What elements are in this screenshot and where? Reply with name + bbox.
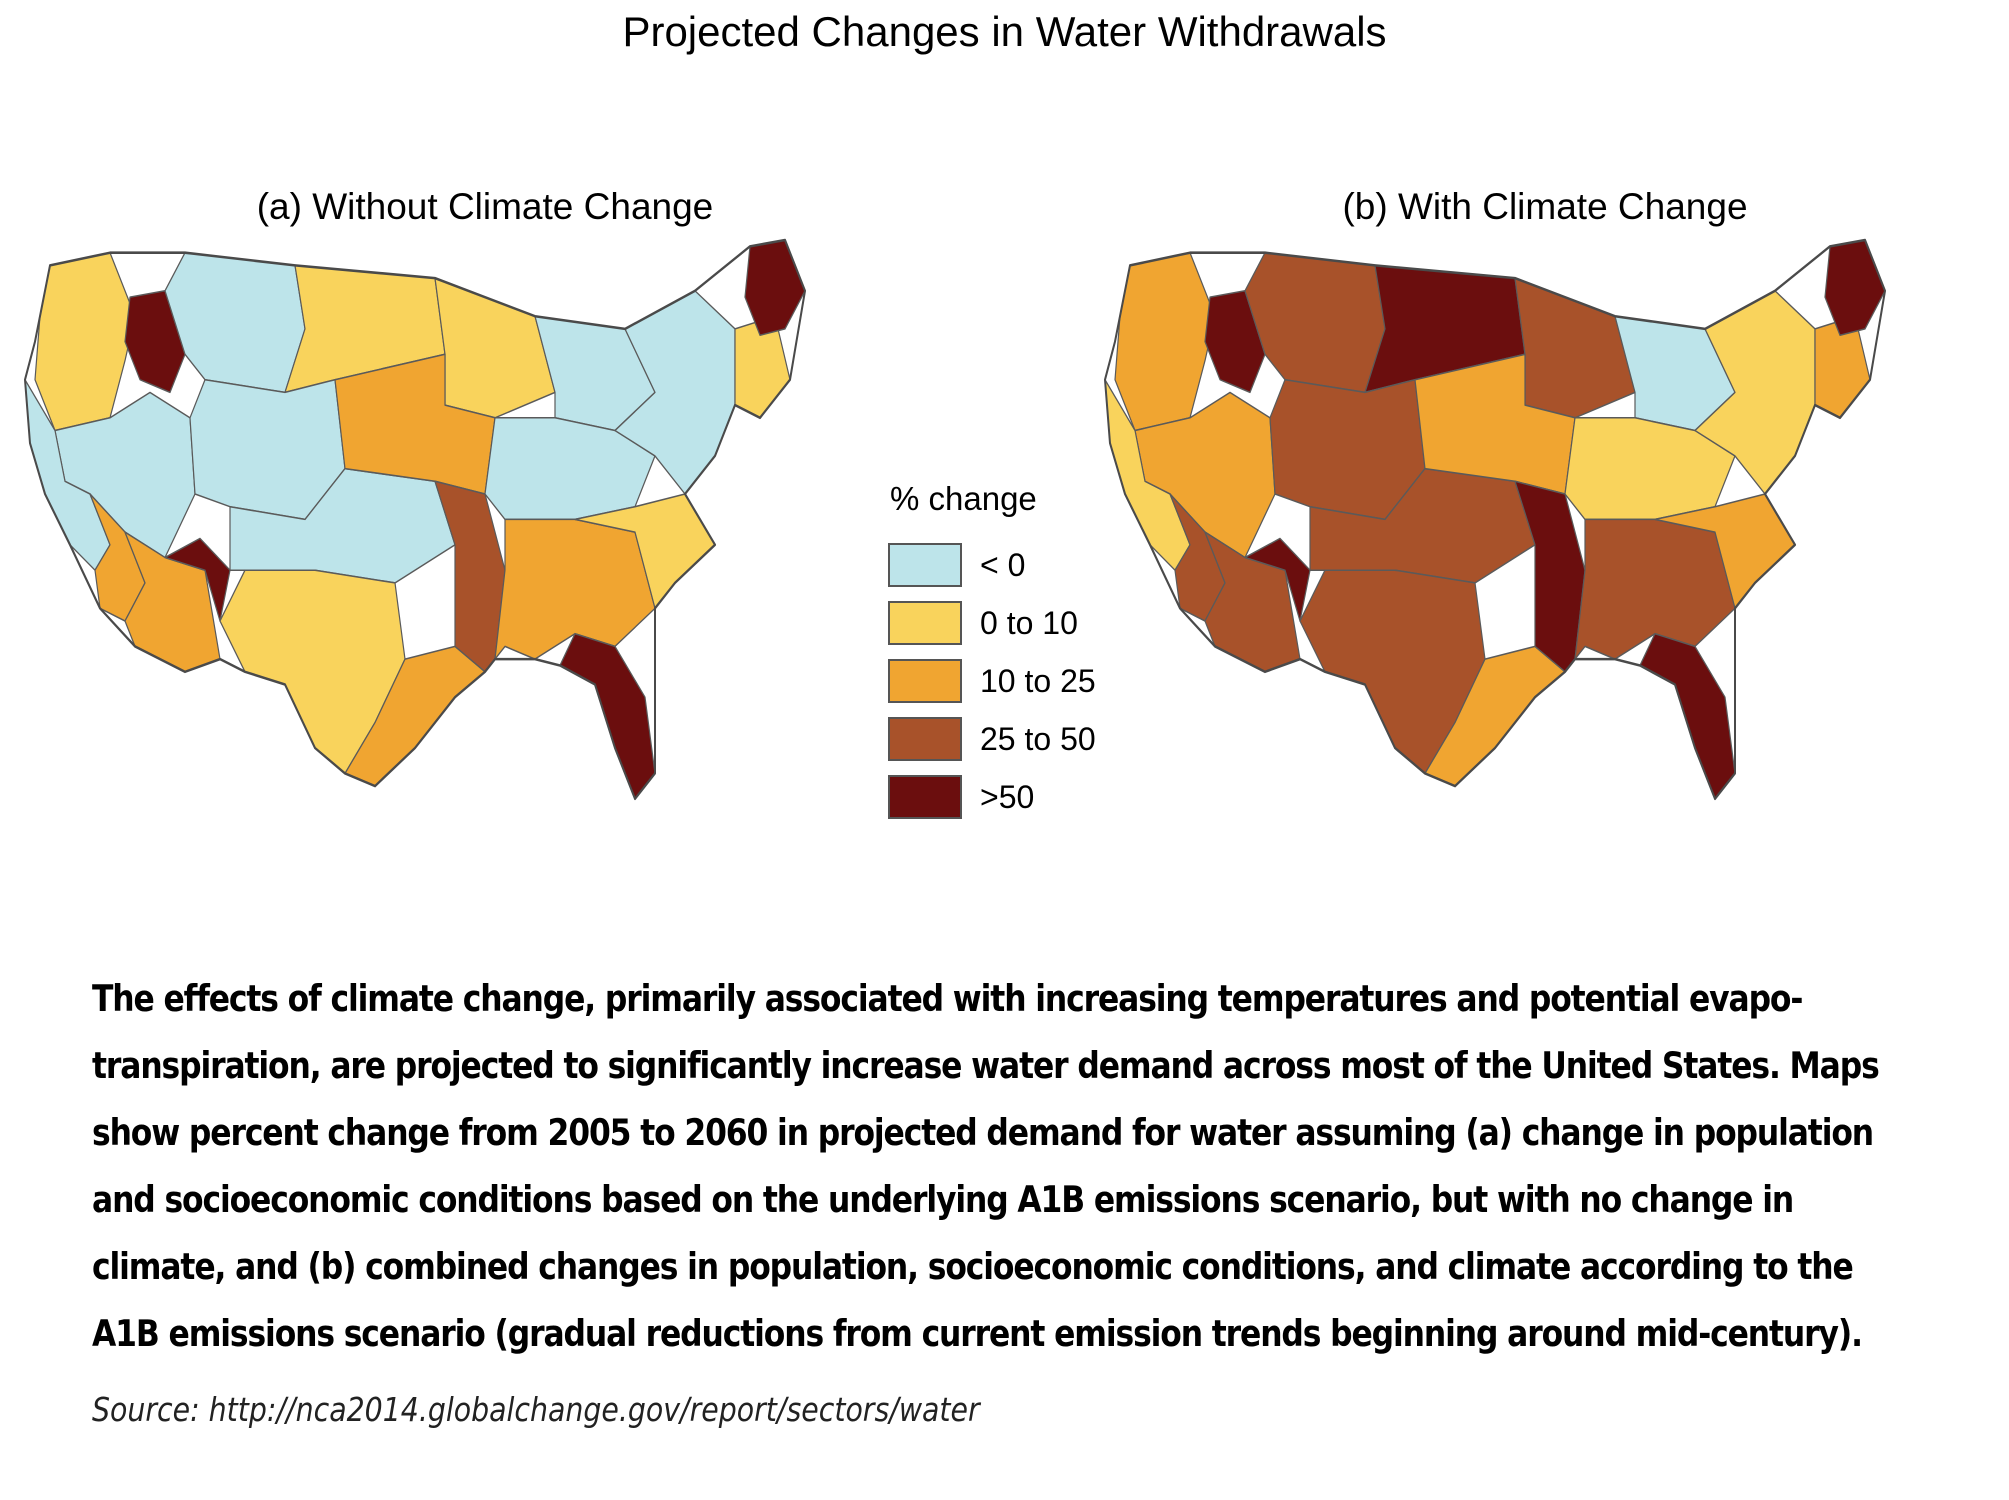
legend-label: 10 to 25 [980, 662, 1096, 699]
region-southern-plains [229, 467, 456, 584]
region-northwest [34, 251, 136, 432]
legend-item-lt0: < 0 [888, 536, 1096, 594]
legend-label: < 0 [980, 546, 1026, 583]
region-plains-north [1244, 251, 1386, 394]
us-outline [1104, 238, 1886, 801]
region-midwest-upper [434, 277, 556, 419]
legend: % change < 0 0 to 10 10 to 25 25 to 50 >… [888, 480, 1096, 826]
region-florida [1639, 632, 1736, 800]
legend-label: 25 to 50 [980, 720, 1096, 757]
region-northwest [1114, 251, 1216, 432]
map-with-climate-change [1104, 238, 1886, 801]
legend-title: % change [890, 480, 1037, 517]
region-lower-miss [434, 480, 506, 673]
caption: The effects of climate change, primarily… [92, 965, 1941, 1367]
legend-label: 0 to 10 [980, 604, 1078, 641]
region-plains-north [164, 251, 306, 394]
us-outline [24, 238, 806, 801]
caption-line: A1B emissions scenario (gradual reductio… [92, 1312, 1863, 1355]
region-southern-plains [1309, 467, 1536, 584]
caption-line: and socioeconomic conditions based on th… [92, 1178, 1794, 1221]
region-midwest-upper [1514, 277, 1636, 419]
region-florida [559, 632, 656, 800]
legend-item-0-10: 0 to 10 [888, 594, 1096, 652]
map-a-title: (a) Without Climate Change [256, 186, 714, 227]
map-without-climate-change [24, 238, 806, 801]
region-maine [744, 239, 806, 337]
legend-swatch [888, 601, 962, 645]
source-citation: Source: http://nca2014.globalchange.gov/… [92, 1390, 980, 1429]
legend-swatch [888, 775, 962, 819]
caption-line: transpiration, are projected to signific… [92, 1044, 1880, 1087]
figure-title: Projected Changes in Water Withdrawals [622, 8, 1387, 55]
caption-line: The effects of climate change, primarily… [92, 977, 1803, 1020]
map-b-title: (b) With Climate Change [1342, 186, 1748, 227]
legend-item-gt50: >50 [888, 768, 1096, 826]
legend-item-10-25: 10 to 25 [888, 652, 1096, 710]
region-lower-miss [1514, 480, 1586, 673]
region-maine [1824, 239, 1886, 337]
legend-item-25-50: 25 to 50 [888, 710, 1096, 768]
legend-swatch [888, 659, 962, 703]
caption-line: show percent change from 2005 to 2060 in… [92, 1111, 1874, 1154]
legend-swatch [888, 543, 962, 587]
legend-swatch [888, 717, 962, 761]
caption-line: climate, and (b) combined changes in pop… [92, 1245, 1854, 1288]
legend-label: >50 [980, 778, 1035, 815]
region-four-corners [1244, 537, 1311, 622]
region-four-corners [164, 537, 231, 622]
